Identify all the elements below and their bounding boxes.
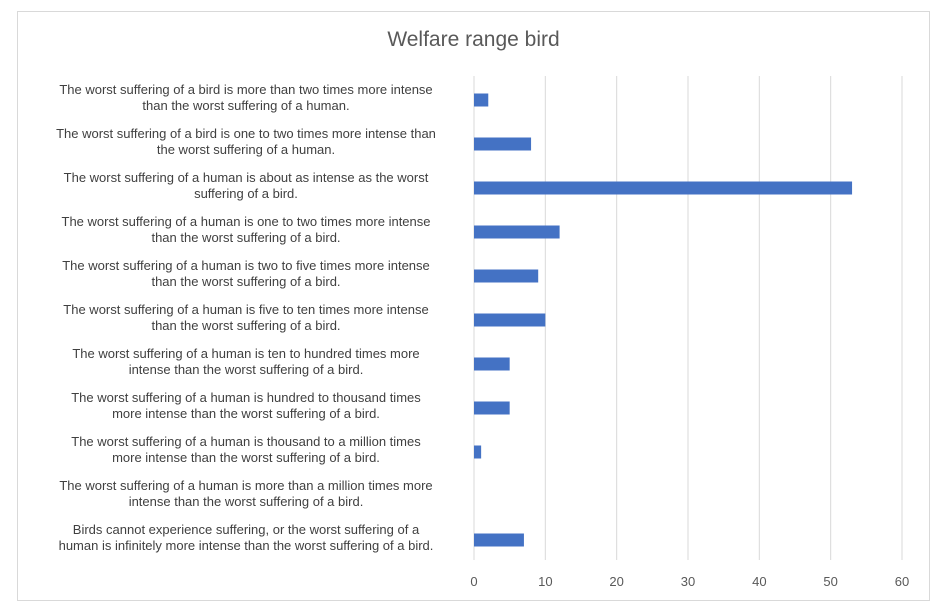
category-label-4-line-1: The worst suffering of a human is one to… <box>62 214 431 229</box>
category-label-6-line-1: The worst suffering of a human is five t… <box>63 302 428 317</box>
x-tick-label-40: 40 <box>752 574 766 589</box>
x-tick-label-0: 0 <box>470 574 477 589</box>
bar-9 <box>474 445 482 459</box>
category-label-1-line-2: than the worst suffering of a human. <box>142 98 349 113</box>
category-label-5-line-1: The worst suffering of a human is two to… <box>62 258 430 273</box>
category-label-10-line-2: intense than the worst suffering of a bi… <box>129 494 364 509</box>
category-label-2-line-1: The worst suffering of a bird is one to … <box>56 126 436 141</box>
category-label-11-line-2: human is infinitely more intense than th… <box>59 538 434 553</box>
category-label-5-line-2: than the worst suffering of a bird. <box>151 274 340 289</box>
category-label-7-line-2: intense than the worst suffering of a bi… <box>129 362 364 377</box>
bar-2 <box>474 137 532 151</box>
x-tick-label-50: 50 <box>823 574 837 589</box>
bar-6 <box>474 313 546 327</box>
bar-11 <box>474 533 524 547</box>
bar-5 <box>474 269 539 283</box>
bar-7 <box>474 357 510 371</box>
category-label-8-line-2: more intense than the worst suffering of… <box>112 406 380 421</box>
x-tick-label-60: 60 <box>895 574 909 589</box>
category-label-7-line-1: The worst suffering of a human is ten to… <box>72 346 419 361</box>
category-label-1-line-1: The worst suffering of a bird is more th… <box>59 82 432 97</box>
category-label-2-line-2: the worst suffering of a human. <box>157 142 335 157</box>
category-label-4-line-2: than the worst suffering of a bird. <box>151 230 340 245</box>
bar-8 <box>474 401 510 415</box>
category-label-9-line-2: more intense than the worst suffering of… <box>112 450 380 465</box>
category-label-6-line-2: than the worst suffering of a bird. <box>151 318 340 333</box>
chart-title: Welfare range bird <box>387 28 560 51</box>
x-tick-label-10: 10 <box>538 574 552 589</box>
x-tick-label-30: 30 <box>681 574 695 589</box>
category-label-10-line-1: The worst suffering of a human is more t… <box>59 478 432 493</box>
bar-1 <box>474 93 489 107</box>
bar-3 <box>474 181 853 195</box>
bar-4 <box>474 225 560 239</box>
category-label-8-line-1: The worst suffering of a human is hundre… <box>71 390 421 405</box>
category-label-9-line-1: The worst suffering of a human is thousa… <box>71 434 421 449</box>
category-label-3-line-1: The worst suffering of a human is about … <box>64 170 429 185</box>
x-tick-label-20: 20 <box>609 574 623 589</box>
category-label-11-line-1: Birds cannot experience suffering, or th… <box>73 522 420 537</box>
category-label-3-line-2: suffering of a bird. <box>194 186 298 201</box>
